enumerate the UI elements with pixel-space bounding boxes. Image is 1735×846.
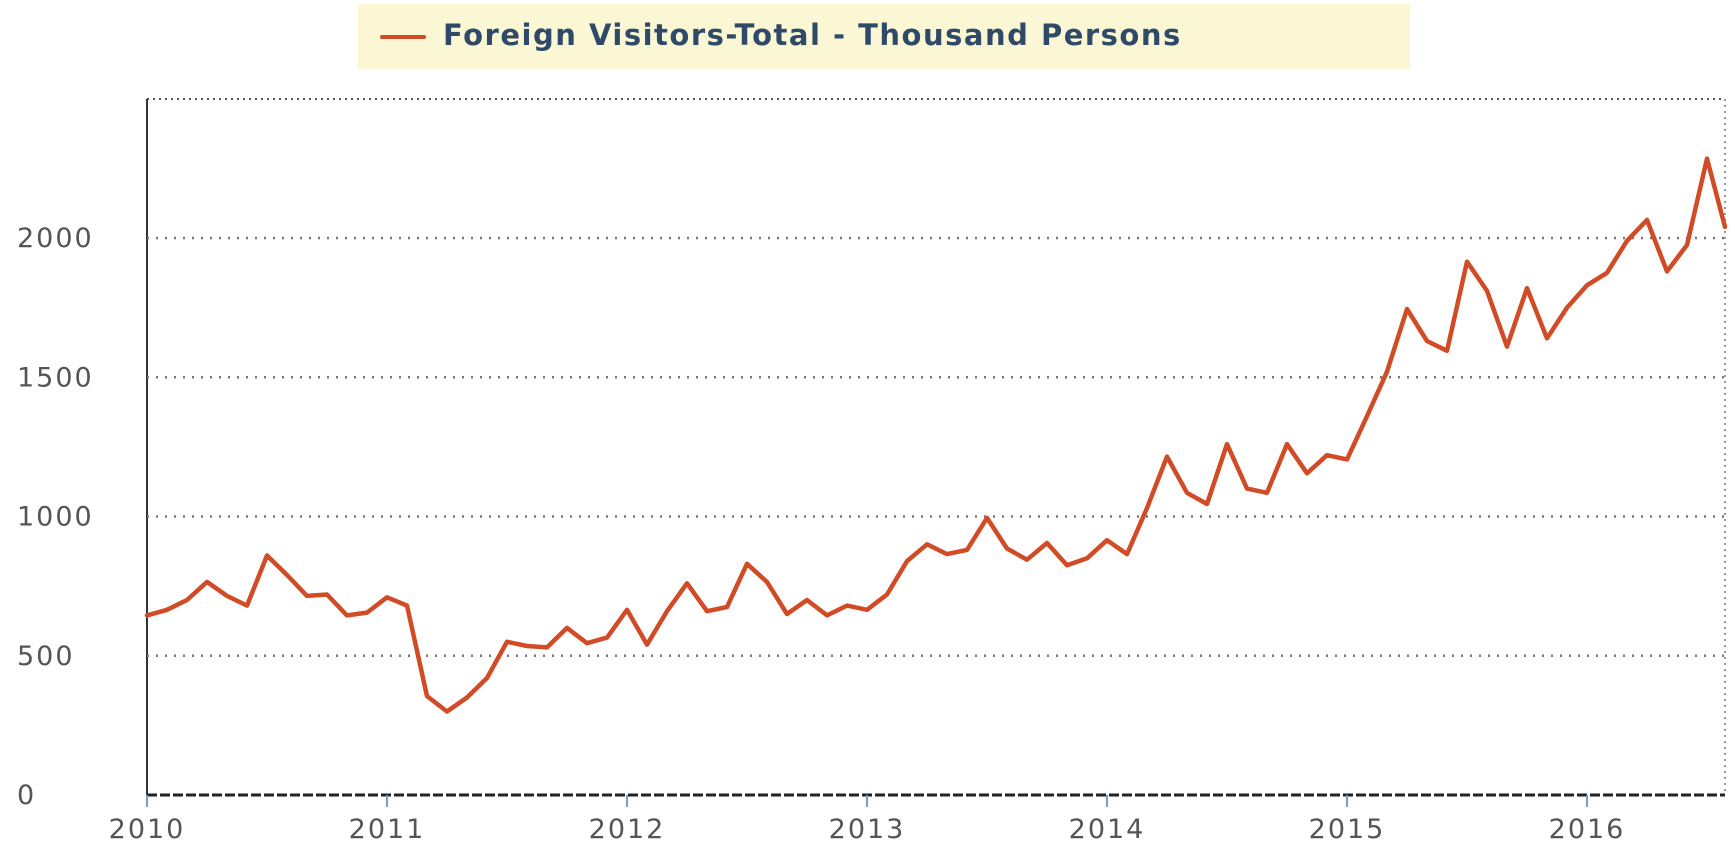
x-tick-label: 2010: [109, 814, 186, 845]
y-tick-label: 0: [17, 780, 36, 811]
y-tick-label: 1500: [17, 362, 94, 393]
legend-swatch: [380, 35, 426, 39]
y-tick-label: 1000: [17, 502, 94, 533]
x-tick-label: 2016: [1549, 814, 1626, 845]
y-tick-label: 500: [17, 641, 75, 672]
x-tick-label: 2013: [829, 814, 906, 845]
x-tick-label: 2014: [1069, 814, 1146, 845]
legend-series-label: Foreign Visitors-Total - Thousand Person…: [443, 18, 1182, 52]
series-line: [144, 156, 1728, 714]
x-tick-label: 2012: [589, 814, 666, 845]
y-tick-label: 2000: [17, 223, 94, 254]
x-tick-label: 2011: [349, 814, 426, 845]
x-tick-label: 2015: [1309, 814, 1386, 845]
legend: Foreign Visitors-Total - Thousand Person…: [358, 4, 1410, 69]
